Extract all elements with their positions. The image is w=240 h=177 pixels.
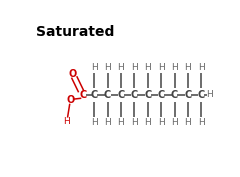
Text: H: H	[144, 63, 151, 72]
Text: C: C	[198, 90, 205, 100]
Text: H: H	[185, 118, 191, 127]
Text: H: H	[64, 117, 70, 126]
Text: H: H	[91, 118, 97, 127]
Text: H: H	[158, 118, 164, 127]
Text: H: H	[131, 63, 138, 72]
Text: O: O	[66, 95, 75, 105]
Text: H: H	[131, 118, 138, 127]
Text: H: H	[185, 63, 191, 72]
Text: H: H	[118, 118, 124, 127]
Text: H: H	[198, 63, 205, 72]
Text: H: H	[171, 118, 178, 127]
Text: H: H	[104, 118, 111, 127]
Text: C: C	[90, 90, 98, 100]
Text: C: C	[157, 90, 165, 100]
Text: O: O	[68, 69, 77, 79]
Text: H: H	[118, 63, 124, 72]
Text: C: C	[144, 90, 151, 100]
Text: H: H	[198, 118, 205, 127]
Text: C: C	[131, 90, 138, 100]
Text: C: C	[117, 90, 125, 100]
Text: H: H	[144, 118, 151, 127]
Text: C: C	[79, 90, 86, 100]
Text: H: H	[158, 63, 164, 72]
Text: H: H	[104, 63, 111, 72]
Text: H: H	[206, 90, 213, 99]
Text: C: C	[171, 90, 178, 100]
Text: C: C	[184, 90, 192, 100]
Text: H: H	[91, 63, 97, 72]
Text: H: H	[171, 63, 178, 72]
Text: C: C	[104, 90, 111, 100]
Text: Saturated: Saturated	[36, 25, 114, 39]
